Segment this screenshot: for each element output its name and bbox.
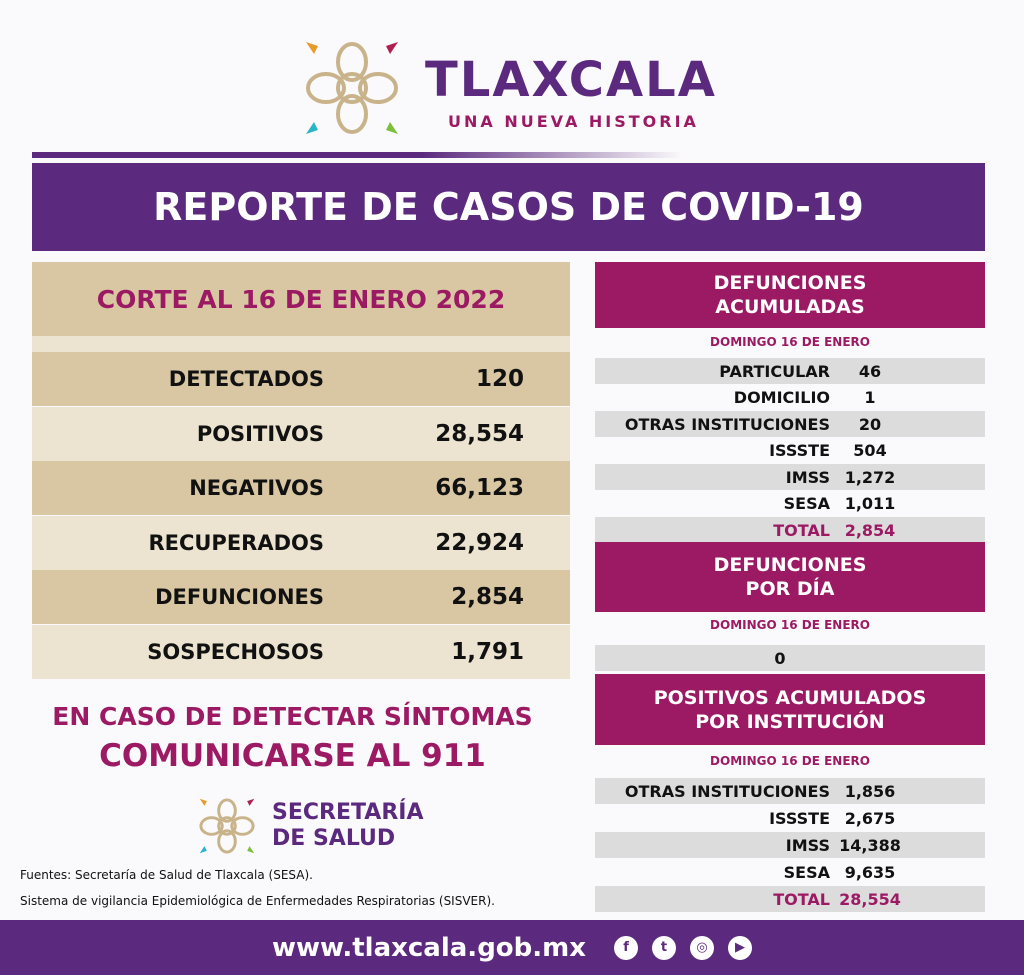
row-value: 2,854: [844, 520, 896, 540]
row-label: NEGATIVOS: [189, 476, 324, 500]
defunciones-acumuladas-header: DEFUNCIONES ACUMULADAS: [595, 262, 985, 328]
instagram-icon[interactable]: ◎: [690, 935, 715, 960]
defunciones-row: ISSSTE 504: [595, 438, 985, 464]
row-label: OTRAS INSTITUCIONES: [624, 414, 830, 434]
summary-row: POSITIVOS 28,554: [32, 406, 570, 461]
row-value: 14,388: [839, 835, 901, 855]
row-value: 20: [858, 414, 882, 434]
row-value: 28,554: [435, 420, 524, 447]
row-value: 1,011: [844, 494, 896, 513]
defunciones-row: SESA 1,011: [595, 491, 985, 517]
row-value: 1,272: [844, 467, 896, 487]
defunciones-dia-date: DOMINGO 16 DE ENERO: [710, 618, 870, 632]
defunciones-dia-value: 0: [774, 648, 786, 668]
summary-title: CORTE AL 16 DE ENERO 2022: [32, 262, 570, 336]
header-line: DEFUNCIONES: [713, 272, 867, 294]
row-value: 46: [858, 361, 882, 381]
row-label: ISSSTE: [769, 441, 830, 460]
row-value: 2,675: [844, 808, 896, 828]
row-value: 66,123: [435, 475, 524, 501]
row-label: PARTICULAR: [719, 361, 830, 381]
tlaxcala-logo-icon: [306, 42, 398, 134]
row-label: IMSS: [785, 467, 830, 487]
secretaria-line: DE SALUD: [272, 826, 396, 851]
facebook-icon[interactable]: f: [614, 935, 639, 960]
secretaria-logo-icon: [199, 798, 255, 854]
row-label: DOMICILIO: [733, 388, 830, 407]
row-label: OTRAS INSTITUCIONES: [624, 781, 830, 801]
summary-row: DEFUNCIONES 2,854: [32, 570, 570, 624]
callout-line2: COMUNICARSE AL 911: [99, 738, 486, 774]
defunciones-acumuladas-date: DOMINGO 16 DE ENERO: [710, 335, 870, 349]
summary-row: SOSPECHOSOS 1,791: [32, 624, 570, 679]
defunciones-row: IMSS 1,272: [595, 464, 985, 490]
header-line: DEFUNCIONES: [713, 554, 867, 576]
summary-spacer: [32, 336, 570, 352]
youtube-icon[interactable]: ▶: [728, 935, 753, 960]
positivos-row: ISSSTE 2,675: [595, 805, 985, 831]
row-label: ISSSTE: [769, 808, 830, 828]
twitter-icon[interactable]: t: [652, 935, 677, 960]
row-value: 9,635: [844, 862, 896, 882]
positivos-institucion-date: DOMINGO 16 DE ENERO: [710, 754, 870, 768]
secretaria-title: SECRETARÍA DE SALUD: [272, 800, 423, 852]
positivos-institucion-header: POSITIVOS ACUMULADOS POR INSTITUCIÓN: [595, 674, 985, 745]
row-value: 504: [853, 441, 887, 460]
secretaria-line: SECRETARÍA: [272, 800, 424, 825]
summary-row: NEGATIVOS 66,123: [32, 461, 570, 515]
row-label: IMSS: [785, 835, 830, 855]
row-label: DETECTADOS: [168, 367, 324, 391]
row-value: 1,856: [844, 781, 896, 801]
row-value: 28,554: [839, 889, 901, 909]
positivos-row: IMSS 14,388: [595, 832, 985, 858]
header-line: ACUMULADAS: [715, 296, 865, 318]
positivos-row: SESA 9,635: [595, 859, 985, 885]
row-label: SESA: [783, 494, 830, 513]
defunciones-dia-header: DEFUNCIONES POR DÍA: [595, 542, 985, 612]
header-line: POSITIVOS ACUMULADOS: [653, 686, 927, 709]
row-label: RECUPERADOS: [148, 530, 324, 555]
row-label: TOTAL: [773, 520, 830, 540]
brand-tagline: UNA NUEVA HISTORIA: [448, 112, 699, 131]
header-line: POR DÍA: [745, 578, 835, 600]
row-value: 2,854: [451, 584, 524, 610]
row-value: 1,791: [451, 638, 524, 665]
footer-bar: www.tlaxcala.gob.mx f t ◎ ▶: [0, 920, 1024, 975]
row-label: SESA: [783, 862, 830, 882]
sources-line1: Fuentes: Secretaría de Salud de Tlaxcala…: [20, 868, 313, 882]
row-label: DEFUNCIONES: [155, 585, 324, 609]
row-value: 1: [864, 388, 876, 407]
row-label: SOSPECHOSOS: [147, 639, 324, 664]
report-title: REPORTE DE CASOS DE COVID-19: [32, 163, 985, 251]
sources-line2: Sistema de vigilancia Epidemiológica de …: [20, 894, 495, 908]
summary-row: RECUPERADOS 22,924: [32, 515, 570, 570]
row-value: 22,924: [435, 529, 524, 556]
defunciones-row: PARTICULAR 46: [595, 358, 985, 384]
row-label: POSITIVOS: [196, 421, 324, 446]
defunciones-row: DOMICILIO 1: [595, 385, 985, 411]
website-link[interactable]: www.tlaxcala.gob.mx: [271, 932, 587, 963]
callout-line1: EN CASO DE DETECTAR SÍNTOMAS: [52, 702, 533, 731]
defunciones-row: TOTAL 2,854: [595, 517, 985, 543]
row-value: 120: [475, 366, 524, 392]
brand-title: TLAXCALA: [425, 52, 717, 108]
row-label: TOTAL: [773, 889, 830, 909]
positivos-row: TOTAL 28,554: [595, 886, 985, 912]
defunciones-dia-row: 0: [595, 645, 985, 671]
summary-row: DETECTADOS 120: [32, 352, 570, 406]
header-line: POR INSTITUCIÓN: [695, 710, 885, 733]
positivos-row: OTRAS INSTITUCIONES 1,856: [595, 778, 985, 804]
divider: [32, 152, 682, 158]
defunciones-row: OTRAS INSTITUCIONES 20: [595, 411, 985, 437]
